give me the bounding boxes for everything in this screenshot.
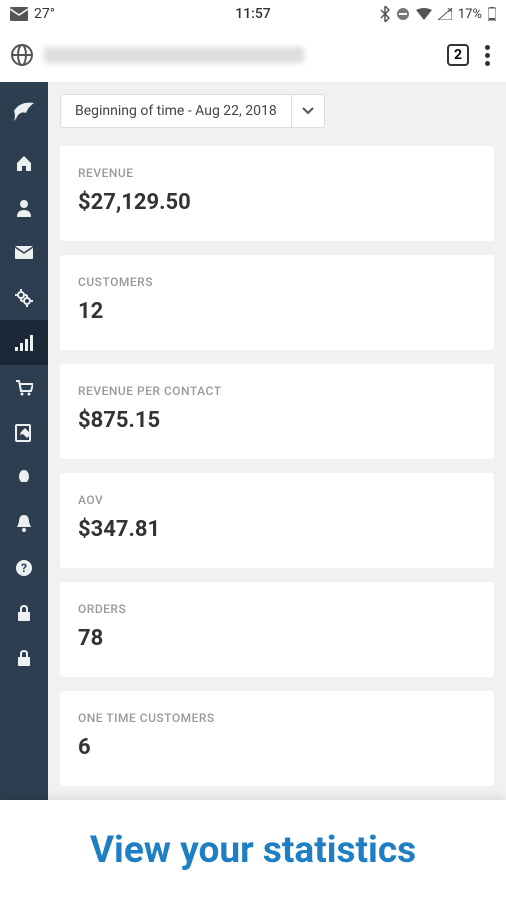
footer-banner[interactable]: View your statistics xyxy=(0,800,506,900)
sidebar-item-lock-1[interactable] xyxy=(0,590,48,635)
sidebar-item-cart[interactable] xyxy=(0,365,48,410)
svg-text:?: ? xyxy=(21,561,27,575)
chevron-down-icon xyxy=(292,94,325,128)
dnd-icon xyxy=(396,7,410,21)
sidebar-item-bell[interactable] xyxy=(0,500,48,545)
stat-card-one-time-customers[interactable]: ONE TIME CUSTOMERS 6 xyxy=(60,691,494,786)
sidebar-item-lock-2[interactable] xyxy=(0,635,48,680)
stat-value: $347.81 xyxy=(78,517,476,542)
temperature: 27° xyxy=(34,6,55,22)
stat-label: REVENUE xyxy=(78,166,476,180)
signal-icon xyxy=(438,8,452,20)
status-right: 17% xyxy=(380,6,496,22)
stat-label: CUSTOMERS xyxy=(78,275,476,289)
sidebar: ? xyxy=(0,82,48,800)
stat-label: ORDERS xyxy=(78,602,476,616)
date-range-picker[interactable]: Beginning of time - Aug 22, 2018 xyxy=(60,94,494,128)
status-left: 27° xyxy=(10,6,55,22)
stat-value: $875.15 xyxy=(78,408,476,433)
main-content: Beginning of time - Aug 22, 2018 REVENUE… xyxy=(48,82,506,800)
stat-label: AOV xyxy=(78,493,476,507)
stat-value: 78 xyxy=(78,626,476,651)
battery-icon xyxy=(488,7,496,21)
tab-switcher[interactable]: 2 xyxy=(447,44,469,66)
stat-value: 12 xyxy=(78,299,476,324)
app-logo[interactable] xyxy=(0,82,48,140)
stat-value: $27,129.50 xyxy=(78,190,476,215)
sidebar-item-edit[interactable] xyxy=(0,410,48,455)
sidebar-item-help[interactable]: ? xyxy=(0,545,48,590)
app-container: ? Beginning of time - Aug 22, 2018 REVEN… xyxy=(0,82,506,800)
stat-label: REVENUE PER CONTACT xyxy=(78,384,476,398)
stat-card-customers[interactable]: CUSTOMERS 12 xyxy=(60,255,494,350)
stat-value: 6 xyxy=(78,735,476,760)
sidebar-item-rocket[interactable] xyxy=(0,455,48,500)
url-bar[interactable] xyxy=(44,47,304,63)
wifi-icon xyxy=(416,8,432,20)
battery-percent: 17% xyxy=(458,7,482,22)
stat-card-aov[interactable]: AOV $347.81 xyxy=(60,473,494,568)
stat-label: ONE TIME CUSTOMERS xyxy=(78,711,476,725)
browser-bar: 2 xyxy=(0,28,506,82)
status-bar: 27° 11:57 17% xyxy=(0,0,506,28)
sidebar-item-stats[interactable] xyxy=(0,320,48,365)
sidebar-item-home[interactable] xyxy=(0,140,48,185)
globe-icon[interactable] xyxy=(10,43,34,67)
bluetooth-icon xyxy=(380,6,390,22)
mail-icon xyxy=(10,7,28,21)
date-range-label: Beginning of time - Aug 22, 2018 xyxy=(60,94,292,128)
sidebar-item-user[interactable] xyxy=(0,185,48,230)
stat-card-revenue[interactable]: REVENUE $27,129.50 xyxy=(60,146,494,241)
stat-card-orders[interactable]: ORDERS 78 xyxy=(60,582,494,677)
sidebar-item-mail[interactable] xyxy=(0,230,48,275)
stat-card-revenue-per-contact[interactable]: REVENUE PER CONTACT $875.15 xyxy=(60,364,494,459)
sidebar-item-settings[interactable] xyxy=(0,275,48,320)
browser-menu-icon[interactable] xyxy=(479,45,496,66)
clock: 11:57 xyxy=(235,6,271,22)
